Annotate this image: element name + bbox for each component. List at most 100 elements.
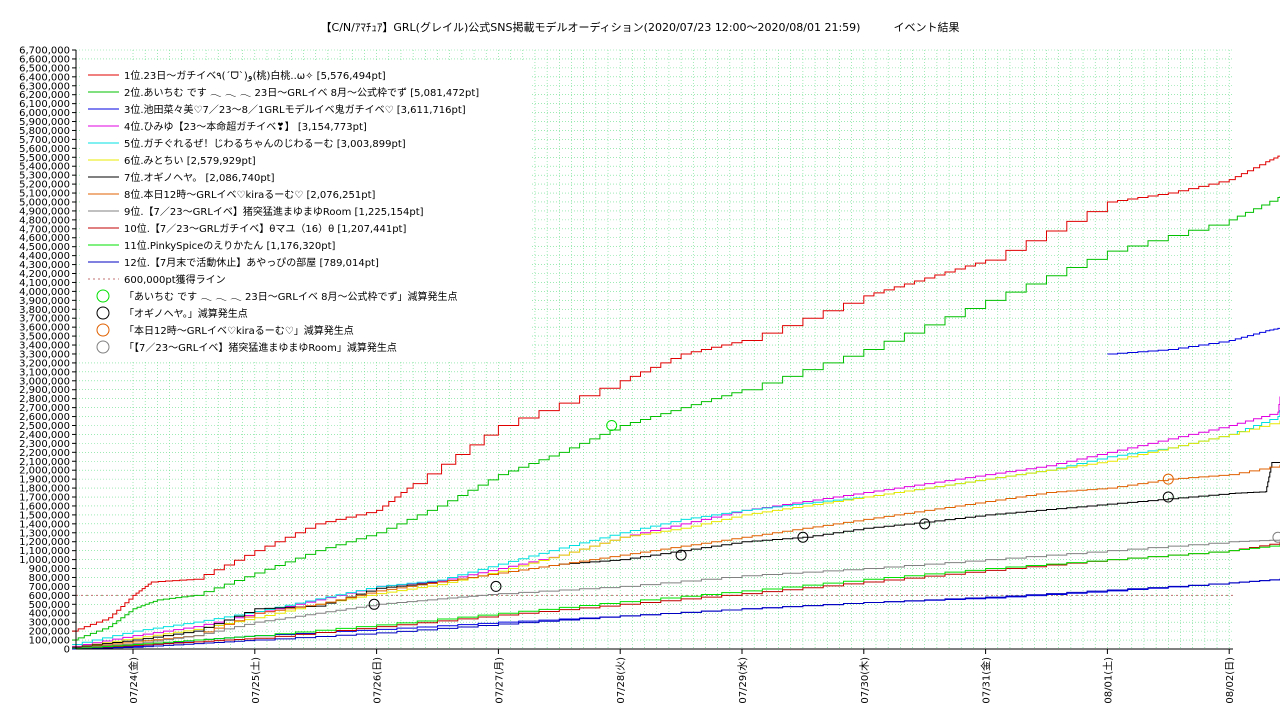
y-tick-label: 6,400,000 (19, 72, 70, 83)
legend-label: 12位.【7月末で活動休止】あやっぴの部屋 [789,014pt] (124, 256, 379, 269)
y-tick-label: 2,500,000 (19, 421, 70, 432)
legend-marker (96, 323, 110, 337)
x-tick-label: 08/02(日) (1225, 657, 1236, 704)
y-tick-label: 1,000,000 (19, 555, 70, 566)
legend-label: 「本日12時～GRLイベ♡kiraるーむ♡」減算発生点 (124, 324, 354, 337)
marker-point (490, 580, 502, 592)
y-tick-label: 4,100,000 (19, 278, 70, 289)
series-line-1 (72, 155, 1280, 632)
legend-label: 11位.PinkySpiceのえりかたん [1,176,320pt] (124, 239, 336, 252)
legend-marker (96, 340, 110, 354)
y-tick-label: 200,000 (29, 627, 70, 638)
y-tick-label: 2,900,000 (19, 385, 70, 396)
y-tick-label: 0 (64, 645, 70, 656)
legend-label: 2位.あいちむ です 𓂃 𓂃 𓂃 23日～GRLイベ 8月～公式枠でず [5,0… (124, 86, 479, 99)
y-tick-label: 600,000 (29, 591, 70, 602)
legend-marker (96, 306, 110, 320)
y-tick-label: 700,000 (29, 582, 70, 593)
y-tick-label: 5,300,000 (19, 171, 70, 182)
y-tick-label: 800,000 (29, 573, 70, 584)
legend-label: 4位.ひみゆ【23～本命超ガチイベ❣】 [3,154,773pt] (124, 120, 367, 133)
series-line-5 (72, 410, 1280, 646)
y-tick-label: 4,300,000 (19, 260, 70, 271)
y-tick-label: 3,000,000 (19, 376, 70, 387)
y-tick-label: 5,600,000 (19, 144, 70, 155)
chart-title: 【C/N/ｱﾏﾁｭｱ】GRL(グレイル)公式SNS掲載モデルオーディション(20… (320, 21, 960, 34)
marker-point (675, 549, 687, 561)
y-tick-label: 2,300,000 (19, 439, 70, 450)
y-tick-label: 6,100,000 (19, 99, 70, 110)
y-tick-label: 3,600,000 (19, 323, 70, 334)
marker-point (368, 598, 380, 610)
y-tick-label: 4,400,000 (19, 251, 70, 262)
y-tick-label: 6,200,000 (19, 90, 70, 101)
legend-label: 「あいちむ です 𓂃 𓂃 𓂃 23日～GRLイベ 8月～公式枠でず」減算発生点 (124, 290, 458, 303)
marker-point (1162, 473, 1174, 485)
y-tick-label: 4,800,000 (19, 215, 70, 226)
x-tick-label: 07/28(火) (615, 657, 627, 704)
y-tick-label: 5,800,000 (19, 126, 70, 137)
series-lines (72, 155, 1280, 650)
legend: 1位.23日～ガチイベ٩(ˊᗜˋ)و(桃)白桃..ω✧ [5,576,494pt… (80, 62, 530, 360)
x-tick-label: 07/24(金) (127, 657, 140, 704)
y-tick-label: 4,000,000 (19, 287, 70, 298)
y-tick-label: 1,300,000 (19, 528, 70, 539)
y-tick-label: 1,100,000 (19, 546, 70, 557)
y-tick-label: 500,000 (29, 600, 70, 611)
y-tick-label: 900,000 (29, 564, 70, 575)
y-tick-label: 2,000,000 (19, 466, 70, 477)
x-tick-label: 07/31(金) (980, 657, 993, 704)
y-tick-label: 3,100,000 (19, 367, 70, 378)
series-line-2 (72, 196, 1280, 641)
marker-point (797, 531, 809, 543)
y-tick-label: 1,700,000 (19, 493, 70, 504)
y-tick-label: 5,900,000 (19, 117, 70, 128)
y-tick-label: 4,700,000 (19, 224, 70, 235)
y-tick-label: 1,800,000 (19, 484, 70, 495)
marker-point (1162, 491, 1174, 503)
y-tick-label: 2,800,000 (19, 394, 70, 405)
x-axis-ticks: 07/24(金) 07/25(土) 07/26(日) 07/27(月) 07/28(火)… (127, 649, 1236, 704)
marker-point (1272, 531, 1280, 543)
legend-label: 1位.23日～ガチイベ٩(ˊᗜˋ)و(桃)白桃..ω✧ [5,576,494pt… (124, 69, 386, 82)
x-tick-label: 07/27(月) (493, 657, 505, 704)
legend-label: 9位.【7／23～GRLイベ】猪突猛進まゆまゆRoom [1,225,154pt… (124, 205, 424, 218)
x-tick-label: 08/01(土) (1101, 657, 1114, 704)
y-axis-ticks: 0100,000200,000300,000400,000500,000600,… (19, 46, 76, 656)
markers (368, 419, 1280, 610)
y-tick-label: 6,500,000 (19, 63, 70, 74)
series-line-12 (72, 578, 1280, 650)
legend-label: 6位.みとちい [2,579,929pt] (124, 154, 256, 167)
y-tick-label: 4,200,000 (19, 269, 70, 280)
legend-label: 7位.オギノヘヤ。 [2,086,740pt] (124, 171, 275, 184)
y-tick-label: 2,700,000 (19, 403, 70, 414)
y-tick-label: 400,000 (29, 609, 70, 620)
legend-box (80, 62, 530, 360)
y-tick-label: 2,400,000 (19, 430, 70, 441)
y-tick-label: 4,600,000 (19, 233, 70, 244)
y-tick-label: 6,300,000 (19, 81, 70, 92)
marker-point (919, 518, 931, 530)
x-tick-label: 07/29(水) (737, 657, 749, 704)
legend-label: 8位.本日12時～GRLイベ♡kiraるーむ♡ [2,076,251pt] (124, 188, 376, 201)
y-tick-label: 5,500,000 (19, 153, 70, 164)
legend-label: 600,000pt獲得ライン (124, 273, 226, 286)
y-tick-label: 5,400,000 (19, 162, 70, 173)
series-line-11 (72, 544, 1280, 650)
y-tick-label: 6,700,000 (19, 46, 70, 57)
y-tick-label: 3,500,000 (19, 332, 70, 343)
x-tick-label: 07/26(日) (373, 657, 384, 704)
y-tick-label: 1,200,000 (19, 537, 70, 548)
legend-marker (96, 289, 110, 303)
series-line-9 (72, 539, 1280, 649)
y-tick-label: 5,100,000 (19, 189, 70, 200)
x-tick-label: 07/25(土) (249, 657, 262, 704)
y-tick-label: 2,100,000 (19, 457, 70, 468)
y-tick-label: 6,000,000 (19, 108, 70, 119)
y-tick-label: 5,200,000 (19, 180, 70, 191)
series-line-3-segment (1107, 327, 1280, 355)
legend-label: 「【7／23～GRLイベ】猪突猛進まゆまゆRoom」減算発生点 (124, 341, 397, 354)
y-tick-label: 1,500,000 (19, 510, 70, 521)
y-tick-label: 3,800,000 (19, 305, 70, 316)
